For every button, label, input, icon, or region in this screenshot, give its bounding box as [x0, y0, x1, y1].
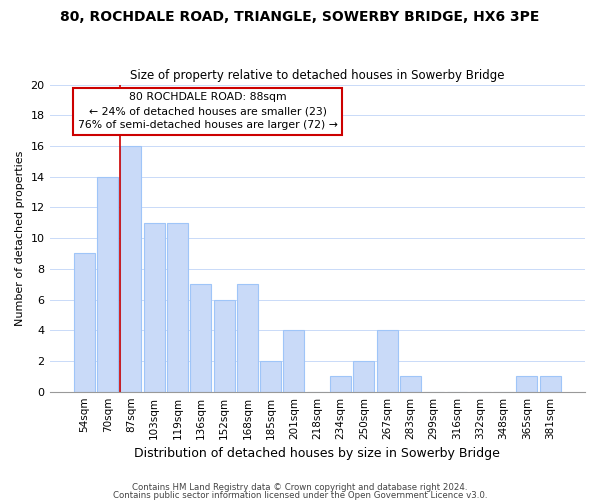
Bar [237, 284, 258, 392]
Bar [144, 223, 165, 392]
Title: Size of property relative to detached houses in Sowerby Bridge: Size of property relative to detached ho… [130, 69, 505, 82]
Text: Contains HM Land Registry data © Crown copyright and database right 2024.: Contains HM Land Registry data © Crown c… [132, 484, 468, 492]
Bar [214, 300, 235, 392]
Bar [517, 376, 538, 392]
Bar [377, 330, 398, 392]
Bar [283, 330, 304, 392]
X-axis label: Distribution of detached houses by size in Sowerby Bridge: Distribution of detached houses by size … [134, 447, 500, 460]
Text: 80, ROCHDALE ROAD, TRIANGLE, SOWERBY BRIDGE, HX6 3PE: 80, ROCHDALE ROAD, TRIANGLE, SOWERBY BRI… [61, 10, 539, 24]
Text: Contains public sector information licensed under the Open Government Licence v3: Contains public sector information licen… [113, 490, 487, 500]
Bar [97, 176, 118, 392]
Bar [260, 361, 281, 392]
Bar [121, 146, 142, 392]
Bar [539, 376, 560, 392]
Bar [74, 254, 95, 392]
Bar [190, 284, 211, 392]
Bar [167, 223, 188, 392]
Text: 80 ROCHDALE ROAD: 88sqm
← 24% of detached houses are smaller (23)
76% of semi-de: 80 ROCHDALE ROAD: 88sqm ← 24% of detache… [77, 92, 337, 130]
Bar [330, 376, 351, 392]
Y-axis label: Number of detached properties: Number of detached properties [15, 150, 25, 326]
Bar [400, 376, 421, 392]
Bar [353, 361, 374, 392]
